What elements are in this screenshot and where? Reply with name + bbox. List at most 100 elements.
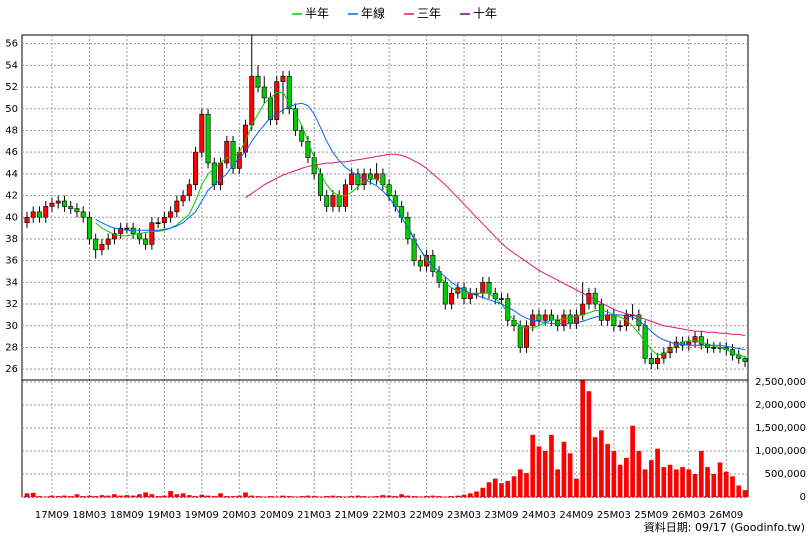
ma-line [245, 153, 746, 336]
candle-body [37, 211, 42, 218]
candle-body [336, 195, 342, 207]
volume-bar [193, 496, 198, 497]
volume-bar [93, 496, 99, 497]
candle-body [99, 244, 105, 251]
volume-bar [180, 493, 186, 497]
volume-bar [149, 494, 155, 497]
volume-bar [162, 495, 167, 497]
volume-bar [218, 493, 223, 497]
ma-line [95, 102, 746, 351]
candle-body [417, 260, 423, 267]
volume-bar [174, 494, 180, 497]
y-tick-label: 26 [5, 364, 18, 375]
volume-bar [224, 496, 230, 497]
legend-label: 三年 [417, 7, 441, 21]
candle-body [299, 130, 305, 142]
y2-tick-label: 1,500,000 [755, 423, 806, 434]
volume-bar [143, 492, 148, 497]
volume-bar [605, 444, 610, 497]
candle-body [168, 211, 174, 218]
candle-body [349, 173, 355, 186]
candle-body [367, 173, 373, 180]
volume-bar [405, 495, 411, 497]
candle-body [355, 173, 361, 186]
y-tick-label: 56 [5, 39, 18, 50]
volume-bar [686, 469, 692, 497]
volume-bar [112, 494, 117, 497]
candle-body [74, 208, 80, 213]
candle-body [118, 227, 124, 234]
x-tick-label: 26M03 [672, 510, 706, 521]
candle-body [55, 200, 61, 204]
x-tick-label: 18M09 [110, 510, 144, 521]
volume-bar [243, 492, 248, 497]
volume-bar [155, 496, 161, 497]
volume-bar [236, 495, 242, 497]
candle-body [155, 222, 161, 224]
volume-bar [249, 495, 255, 497]
candle-body [486, 282, 492, 294]
candle-body [698, 336, 704, 345]
candle-body [93, 238, 99, 251]
candle-body [374, 173, 380, 180]
candle-body [261, 86, 267, 99]
volume-bar [99, 495, 105, 497]
y-tick-label: 52 [5, 82, 18, 93]
candle-body [24, 216, 30, 223]
volume-bar [567, 453, 573, 497]
volume-bar [286, 496, 292, 497]
volume-bar [492, 478, 498, 497]
x-tick-label: 21M09 [335, 510, 369, 521]
candle-body [480, 282, 486, 294]
y2-tick-label: 500,000 [765, 469, 806, 480]
source-note: 資料日期: 09/17 (Goodinfo.tw) [644, 520, 805, 534]
volume-bar [636, 451, 642, 497]
x-tick-label: 20M09 [260, 510, 294, 521]
candle-body [224, 141, 230, 164]
y-tick-label: 42 [5, 191, 18, 202]
volume-bar [530, 434, 536, 497]
volume-bar [55, 496, 61, 497]
volume-bar [105, 495, 111, 497]
volume-bar [661, 467, 667, 497]
volume-bar [474, 491, 479, 497]
legend-label: 十年 [473, 7, 497, 21]
legend: 半年 年線 三年 十年 [292, 6, 497, 21]
volume-bar [711, 474, 717, 497]
volume-bar [49, 495, 55, 497]
y2-tick-label: 1,000,000 [755, 446, 806, 457]
volume-bar [717, 462, 723, 497]
candle-body [80, 211, 86, 218]
candle-body [136, 233, 142, 240]
volume-bar [330, 495, 336, 497]
volume-bar [87, 495, 92, 497]
volume-bar [486, 482, 492, 497]
candle-body [218, 162, 224, 186]
candle-body [586, 292, 592, 305]
volume-bar [461, 494, 467, 497]
volume-bar [355, 495, 361, 497]
volume-bar [536, 446, 542, 497]
y-tick-label: 36 [5, 256, 18, 267]
volume-bar [399, 494, 404, 497]
y2-tick-label: 2,500,000 [755, 377, 806, 388]
volume-bar [186, 495, 192, 497]
volume-bar [673, 469, 679, 497]
candle-body [205, 113, 211, 164]
volume-bar [37, 496, 42, 497]
y-tick-label: 54 [5, 60, 18, 71]
candle-body [305, 141, 311, 158]
candle-body [742, 358, 748, 362]
volume-bar [68, 496, 74, 497]
x-tick-label: 21M03 [297, 510, 331, 521]
candle-body [617, 325, 623, 328]
volume-bar [705, 467, 710, 497]
y-tick-label: 44 [5, 169, 18, 180]
volume-bar [730, 476, 735, 497]
y-tick-label: 46 [5, 147, 18, 158]
volume-bar [505, 480, 511, 497]
candle-body [143, 238, 149, 245]
y-tick-label: 28 [5, 342, 18, 353]
volume-bar [680, 467, 685, 497]
volume-bar [449, 496, 454, 497]
